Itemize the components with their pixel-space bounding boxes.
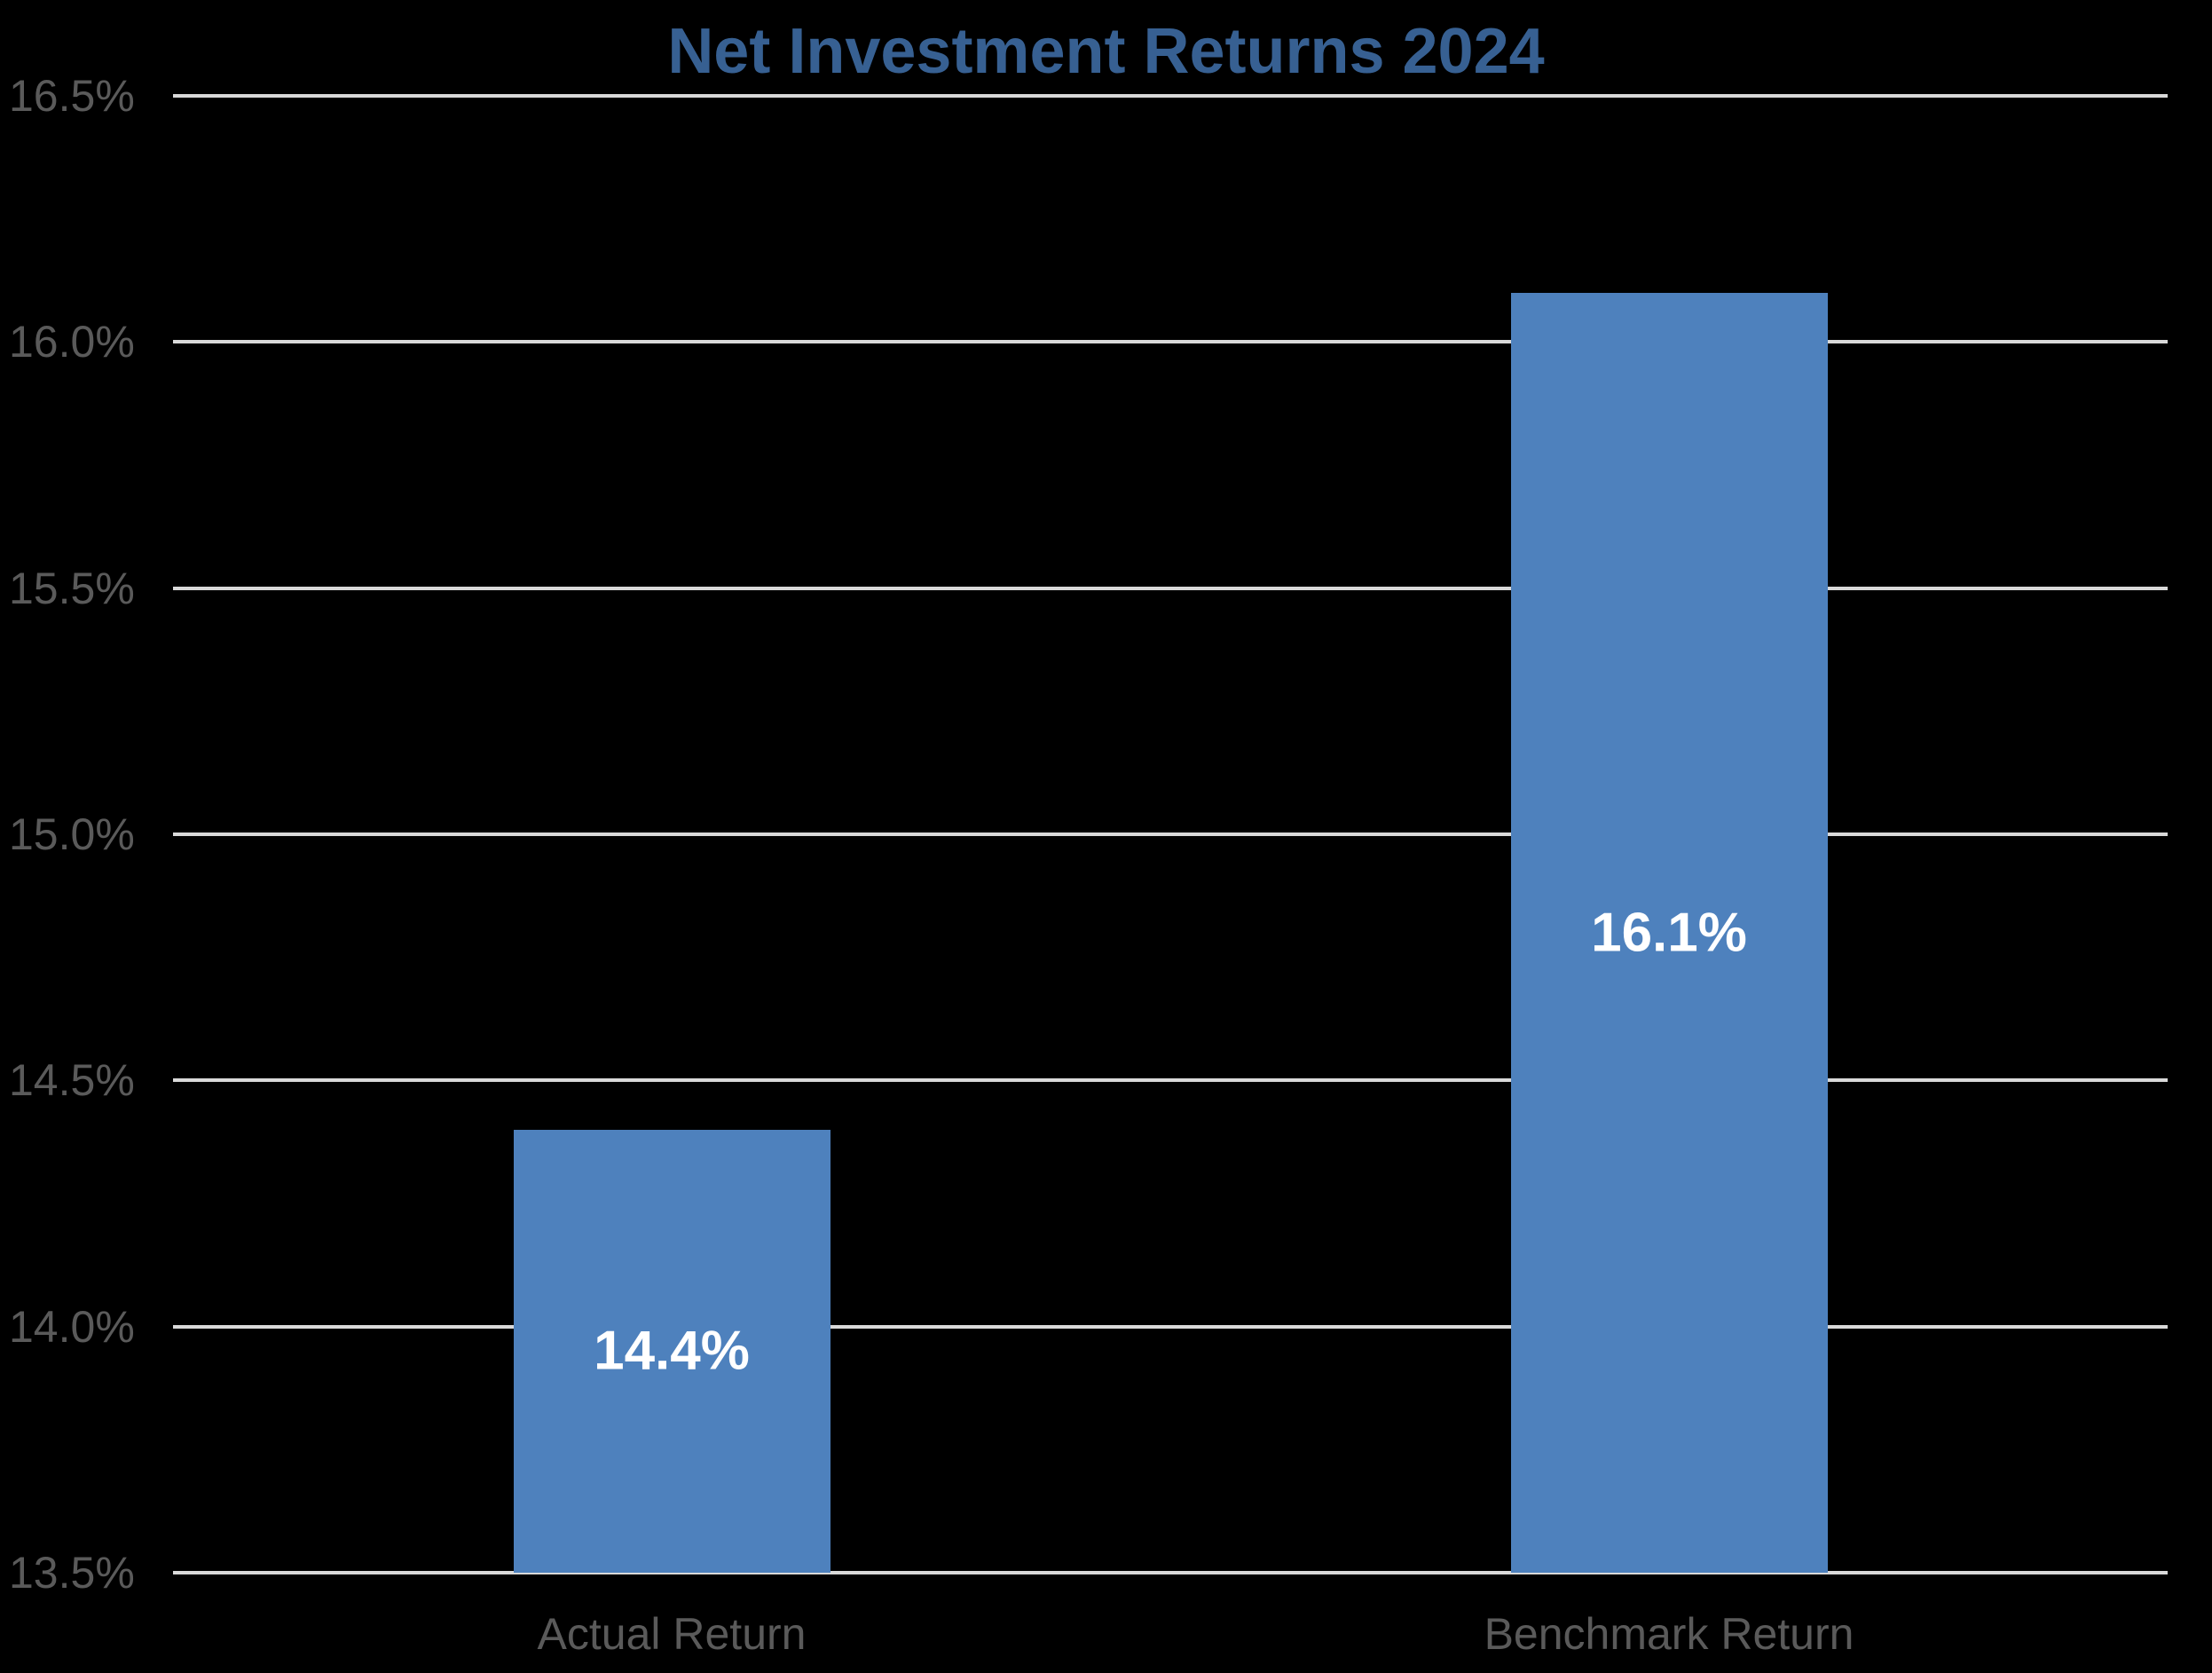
x-axis-labels: Actual Return Benchmark Return	[173, 1603, 2168, 1665]
bar-value-label: 16.1%	[1591, 902, 1747, 964]
y-axis-tick-label: 13.5%	[9, 1548, 135, 1598]
x-axis-category-label: Actual Return	[537, 1609, 807, 1659]
gridline	[173, 587, 2168, 590]
gridline	[173, 94, 2168, 98]
y-axis-labels: 16.5% 16.0% 15.5% 15.0% 14.5% 14.0% 13.5%	[9, 71, 173, 1598]
y-axis-tick-label: 14.0%	[9, 1302, 135, 1352]
gridline	[173, 1078, 2168, 1082]
chart-title: Net Investment Returns 2024	[667, 16, 1545, 87]
gridline	[173, 1325, 2168, 1329]
x-axis-category-label: Benchmark Return	[1484, 1609, 1854, 1659]
y-axis-tick-label: 14.5%	[9, 1055, 135, 1105]
gridline	[173, 1571, 2168, 1574]
plot-area: 14.4% 16.1%	[173, 94, 2168, 1574]
y-axis-tick-label: 15.5%	[9, 564, 135, 613]
bar-actual-return	[514, 1130, 830, 1573]
y-axis-tick-label: 16.0%	[9, 317, 135, 367]
bar-value-label: 14.4%	[594, 1320, 750, 1382]
gridline	[173, 833, 2168, 836]
y-axis-tick-label: 16.5%	[9, 71, 135, 121]
gridline	[173, 340, 2168, 343]
bar-benchmark-return	[1511, 293, 1828, 1573]
y-axis-tick-label: 15.0%	[9, 809, 135, 859]
